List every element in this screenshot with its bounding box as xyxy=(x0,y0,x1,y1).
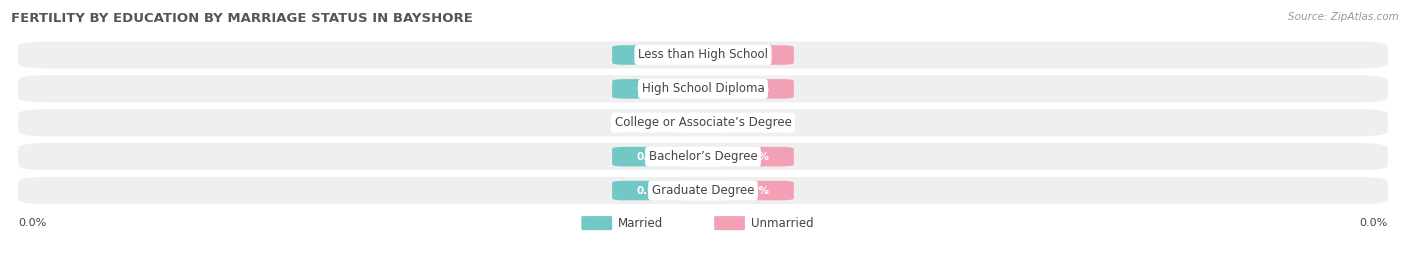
FancyBboxPatch shape xyxy=(717,147,794,167)
FancyBboxPatch shape xyxy=(612,79,689,99)
Text: 0.0%: 0.0% xyxy=(636,84,665,94)
Text: 0.0%: 0.0% xyxy=(741,84,770,94)
Text: 0.0%: 0.0% xyxy=(741,118,770,128)
Text: College or Associate’s Degree: College or Associate’s Degree xyxy=(614,116,792,129)
Text: 0.0%: 0.0% xyxy=(636,118,665,128)
Text: Source: ZipAtlas.com: Source: ZipAtlas.com xyxy=(1288,12,1399,22)
Text: 0.0%: 0.0% xyxy=(741,152,770,162)
FancyBboxPatch shape xyxy=(717,79,794,99)
Text: 0.0%: 0.0% xyxy=(636,152,665,162)
Text: Married: Married xyxy=(617,217,664,230)
FancyBboxPatch shape xyxy=(612,147,689,167)
FancyBboxPatch shape xyxy=(717,181,794,200)
Text: 0.0%: 0.0% xyxy=(636,50,665,60)
FancyBboxPatch shape xyxy=(717,45,794,65)
Text: 0.0%: 0.0% xyxy=(741,186,770,196)
Text: 0.0%: 0.0% xyxy=(636,186,665,196)
FancyBboxPatch shape xyxy=(612,113,689,133)
Text: Unmarried: Unmarried xyxy=(751,217,813,230)
FancyBboxPatch shape xyxy=(714,216,745,230)
Text: Less than High School: Less than High School xyxy=(638,48,768,62)
FancyBboxPatch shape xyxy=(18,143,1388,170)
FancyBboxPatch shape xyxy=(18,177,1388,204)
Text: Graduate Degree: Graduate Degree xyxy=(652,184,754,197)
Text: 0.0%: 0.0% xyxy=(18,218,46,228)
FancyBboxPatch shape xyxy=(18,109,1388,136)
Text: High School Diploma: High School Diploma xyxy=(641,82,765,95)
FancyBboxPatch shape xyxy=(18,41,1388,69)
FancyBboxPatch shape xyxy=(612,181,689,200)
Text: FERTILITY BY EDUCATION BY MARRIAGE STATUS IN BAYSHORE: FERTILITY BY EDUCATION BY MARRIAGE STATU… xyxy=(11,12,472,25)
FancyBboxPatch shape xyxy=(717,113,794,133)
FancyBboxPatch shape xyxy=(582,216,612,230)
FancyBboxPatch shape xyxy=(612,45,689,65)
FancyBboxPatch shape xyxy=(18,75,1388,102)
Text: Bachelor’s Degree: Bachelor’s Degree xyxy=(648,150,758,163)
Text: 0.0%: 0.0% xyxy=(1360,218,1388,228)
Text: 0.0%: 0.0% xyxy=(741,50,770,60)
